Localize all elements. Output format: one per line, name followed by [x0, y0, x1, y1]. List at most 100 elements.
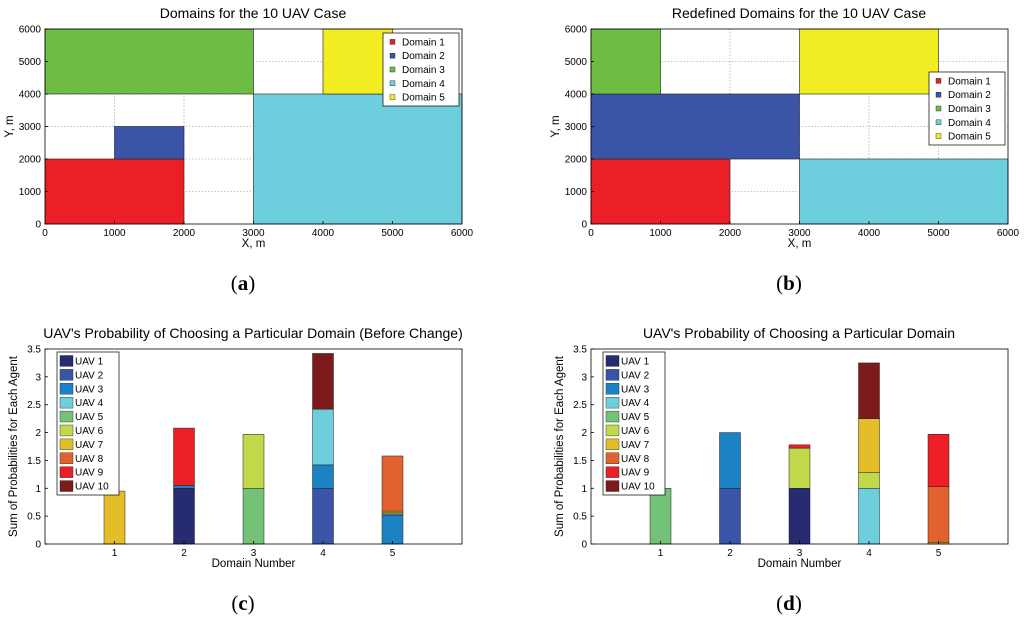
y-tick-label: 3.5	[27, 345, 41, 356]
panel-caption: (c)	[231, 591, 254, 615]
legend-swatch-domain-5	[389, 94, 396, 100]
legend-swatch-domain-2	[935, 91, 942, 98]
legend-label: Domain 2	[402, 51, 445, 62]
y-tick-label: 3.5	[573, 345, 587, 356]
bar-segment-uav-2-domain-2	[719, 488, 741, 545]
y-tick-label: 0	[581, 220, 587, 231]
legend-label: UAV 10	[75, 482, 109, 493]
y-tick-label: 3	[35, 372, 41, 383]
bar-segment-uav-8-domain-5	[381, 455, 404, 512]
legend-swatch-domain-1	[935, 78, 942, 84]
bar-segment-uav-4-domain-4	[312, 408, 334, 466]
chart-title: Domains for the 10 UAV Case	[160, 5, 347, 21]
legend-label: UAV 7	[75, 440, 104, 451]
legend: Domain 1 Domain 2 Domain 3 Domain 4 Domain 5	[928, 71, 1006, 146]
panel-caption: (a)	[231, 271, 256, 295]
y-tick-label: 2.5	[573, 400, 587, 411]
x-tick-label: 0	[42, 228, 48, 239]
legend-swatch-uav-8	[605, 452, 620, 464]
y-tick-label: 3000	[19, 122, 42, 133]
x-tick-label: 3	[797, 548, 803, 559]
domain-4-region	[799, 158, 1009, 225]
legend-swatch-domain-3	[389, 66, 396, 73]
bar-segment-uav-1-domain-3	[788, 488, 811, 545]
x-tick-label: 2	[727, 548, 733, 559]
bar-segment-uav-6-domain-3	[242, 433, 265, 489]
bar-segment-uav-6-domain-3	[788, 447, 811, 489]
y-tick-label: 0	[35, 540, 41, 551]
legend-swatch-domain-2	[389, 53, 396, 59]
caption-paren-close: )	[248, 591, 255, 615]
y-tick-label: 5000	[565, 57, 588, 68]
y-axis-label: Sum of Probabilities for Each Agent	[554, 355, 566, 537]
y-tick-label: 1	[581, 484, 587, 495]
domain-3-region	[44, 28, 254, 95]
x-tick-label: 1000	[649, 228, 672, 239]
x-tick-label: 4	[320, 548, 326, 559]
x-tick-label: 2	[181, 548, 187, 559]
legend-label: Domain 3	[948, 104, 991, 115]
chart-title: UAV's Probability of Choosing a Particul…	[643, 325, 955, 341]
legend-swatch-uav-7	[59, 438, 74, 450]
x-axis-label: X, m	[788, 238, 812, 250]
legend-swatch-domain-5	[935, 133, 942, 139]
legend-label: UAV 6	[621, 426, 650, 437]
legend-label: UAV 9	[621, 468, 650, 479]
legend-label: Domain 4	[948, 118, 991, 129]
panel-a: 0 1000 2000 3000 4000 5000 6000 0 1000 2000 3000 40…	[4, 5, 474, 295]
panel-b: 0 1000 2000 3000 4000 5000 6000 0 1000 2000 3000 40…	[550, 5, 1020, 295]
legend-swatch-uav-9	[605, 466, 620, 478]
chart-title: UAV's Probability of Choosing a Particul…	[43, 325, 463, 341]
x-tick-label: 4000	[858, 228, 881, 239]
x-tick-label: 4000	[312, 228, 335, 239]
legend-label: Domain 5	[402, 93, 445, 104]
x-tick-label: 1	[658, 548, 664, 559]
bar-segment-uav-4-domain-4	[858, 488, 880, 545]
legend-label: Domain 3	[402, 65, 445, 76]
bar-segment-uav-7-domain-4	[858, 418, 880, 473]
y-tick-label: 1.5	[573, 456, 587, 467]
x-axis-label: Domain Number	[758, 558, 842, 570]
caption-paren-close: )	[795, 591, 802, 615]
y-tick-label: 0	[35, 220, 41, 231]
y-tick-label: 1000	[19, 187, 42, 198]
legend-swatch-uav-7	[605, 438, 620, 450]
bar-segment-uav-5-domain-1	[649, 488, 672, 545]
domain-5-region	[799, 28, 939, 95]
x-tick-label: 5	[936, 548, 942, 559]
y-tick-label: 0	[581, 540, 587, 551]
bar-segment-uav-5-domain-3	[242, 488, 265, 545]
x-tick-label: 4	[866, 548, 872, 559]
legend-swatch-uav-9	[59, 466, 74, 478]
y-tick-label: 4000	[565, 90, 588, 101]
caption-paren-open: (	[231, 271, 238, 295]
legend-swatch-uav-1	[59, 355, 74, 367]
y-tick-label: 2000	[565, 155, 588, 166]
y-tick-label: 1000	[565, 187, 588, 198]
legend-swatch-domain-3	[935, 105, 942, 112]
x-axis-label: Domain Number	[212, 558, 296, 570]
caption-paren-open: (	[776, 271, 783, 295]
y-tick-label: 3	[581, 372, 587, 383]
legend-swatch-uav-5	[59, 410, 74, 423]
legend-label: UAV 4	[75, 398, 104, 409]
panel-caption: (d)	[776, 591, 802, 615]
x-tick-label: 2000	[173, 228, 196, 239]
legend-label: UAV 6	[75, 426, 104, 437]
y-tick-label: 2	[581, 428, 587, 439]
bar-segment-uav-3-domain-2	[173, 485, 195, 489]
legend-swatch-uav-5	[605, 410, 620, 423]
caption-letter: a	[238, 271, 249, 295]
caption-paren-open: (	[776, 591, 783, 615]
legend-swatch-domain-4	[389, 80, 396, 87]
caption-paren-open: (	[231, 591, 238, 615]
legend-label: UAV 3	[75, 384, 104, 395]
bar-segment-uav-9-domain-5	[927, 433, 950, 487]
caption-paren-close: )	[795, 271, 802, 295]
bar-segment-uav-6-domain-4	[858, 472, 880, 489]
x-tick-label: 6000	[451, 228, 474, 239]
y-axis-label: Y, m	[550, 115, 562, 137]
x-axis-label: X, m	[242, 238, 266, 250]
